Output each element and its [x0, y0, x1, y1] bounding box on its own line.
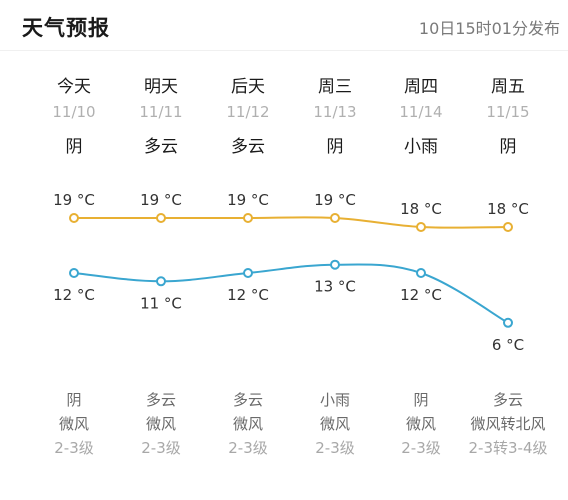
- page-title: 天气预报: [22, 16, 110, 40]
- wind-direction: 微风转北风: [470, 415, 546, 433]
- high-temp-label: 19 °C: [53, 191, 95, 209]
- wind-direction: 微风: [232, 415, 263, 433]
- low-temp-line: [73, 263, 509, 324]
- high-temp-label: 18 °C: [487, 200, 529, 218]
- day-weather: 阴: [65, 137, 83, 157]
- wind-direction: 微风: [145, 415, 176, 433]
- low-temp-point: [156, 276, 166, 287]
- low-temp-point: [69, 268, 79, 278]
- low-temp-label: 11 °C: [140, 294, 182, 312]
- low-temp-point: [330, 259, 340, 270]
- day-date: 11/12: [226, 103, 270, 121]
- wind-level: 2-3级: [315, 439, 355, 457]
- wind-direction: 微风: [405, 415, 436, 433]
- wind-level: 2-3级: [141, 439, 181, 457]
- high-temp-point: [330, 213, 340, 223]
- day-weather: 多云: [231, 137, 265, 157]
- low-temp-point: [503, 317, 513, 328]
- night-weather: 多云: [145, 391, 176, 409]
- header-divider: [0, 50, 568, 51]
- wind-level: 2-3级: [228, 439, 268, 457]
- day-weather: 多云: [144, 137, 178, 157]
- high-temp-point: [156, 213, 166, 223]
- high-temp-label: 18 °C: [400, 200, 442, 218]
- night-weather: 阴: [66, 391, 82, 409]
- day-date: 11/11: [139, 103, 183, 121]
- high-temp-point: [243, 213, 253, 223]
- day-weather: 小雨: [404, 137, 438, 157]
- day-date: 11/14: [399, 103, 443, 121]
- publish-time: 10日15时01分发布: [418, 19, 560, 38]
- day-date: 11/15: [486, 103, 530, 121]
- wind-level: 2-3转3-4级: [468, 439, 548, 457]
- night-weather: 多云: [232, 391, 263, 409]
- night-weather: 多云: [492, 391, 523, 409]
- day-date: 11/10: [52, 103, 96, 121]
- low-temp-label: 12 °C: [400, 286, 442, 304]
- wind-level: 2-3级: [401, 439, 441, 457]
- day-name: 后天: [231, 77, 265, 97]
- high-temp-point: [503, 222, 513, 232]
- night-weather: 阴: [413, 391, 429, 409]
- wind-level: 2-3级: [54, 439, 94, 457]
- low-temp-point: [416, 268, 426, 278]
- low-temp-label: 6 °C: [492, 336, 524, 354]
- high-temp-line: [74, 216, 509, 229]
- wind-direction: 微风: [58, 415, 89, 433]
- day-name: 今天: [57, 77, 91, 97]
- low-temp-label: 12 °C: [53, 286, 95, 304]
- low-temp-point: [243, 268, 253, 278]
- high-temp-point: [69, 213, 79, 223]
- day-weather: 阴: [326, 137, 344, 157]
- low-temp-label: 13 °C: [314, 278, 356, 296]
- high-temp-label: 19 °C: [314, 191, 356, 209]
- day-name: 明天: [144, 77, 178, 97]
- day-weather: 阴: [499, 137, 517, 157]
- day-name: 周五: [491, 77, 525, 97]
- day-name: 周三: [318, 77, 352, 97]
- night-weather: 小雨: [319, 391, 350, 409]
- high-temp-label: 19 °C: [140, 191, 182, 209]
- high-temp-point: [416, 222, 426, 232]
- high-temp-label: 19 °C: [227, 191, 269, 209]
- day-date: 11/13: [313, 103, 357, 121]
- day-name: 周四: [404, 77, 438, 97]
- wind-direction: 微风: [319, 415, 350, 433]
- low-temp-label: 12 °C: [227, 286, 269, 304]
